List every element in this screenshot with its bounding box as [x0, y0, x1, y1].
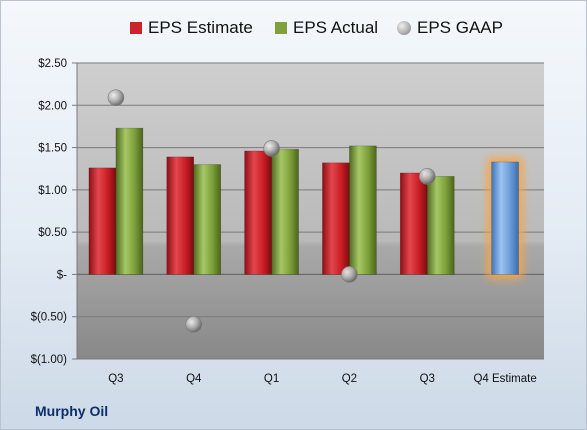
- legend-gaap-marker: [397, 21, 411, 35]
- bar-eps-actual: [115, 127, 144, 275]
- legend-eps-estimate: EPS Estimate: [130, 18, 253, 38]
- legend-eps-actual: EPS Actual: [275, 18, 378, 38]
- marker-eps-gaap: [107, 89, 125, 106]
- x-tick-label: Q1: [264, 373, 279, 385]
- legend-actual-label: EPS Actual: [293, 18, 379, 37]
- x-tick-label: Q3: [420, 373, 435, 385]
- marker-eps-gaap: [185, 316, 203, 333]
- bar-eps-actual: [349, 145, 377, 275]
- legend-gaap-label: EPS GAAP: [417, 18, 503, 37]
- y-tick-label: $1.50: [38, 143, 67, 155]
- y-tick-label: $0.50: [38, 227, 67, 239]
- bar-eps-actual: [193, 164, 222, 275]
- company-name: Murphy Oil: [35, 403, 109, 419]
- y-tick-label: $2.00: [38, 100, 67, 112]
- bar-eps-estimate: [399, 172, 428, 275]
- plot-area: [77, 63, 544, 359]
- legend-estimate-swatch: [130, 22, 142, 34]
- eps-chart: $2.50 $2.00 $1.50 $1.00 $0.50 $- $(0.50) $(1.00…: [31, 58, 544, 385]
- legend-actual-swatch: [275, 22, 287, 34]
- bar-eps-estimate: [166, 156, 195, 275]
- x-tick-label: Q3: [108, 373, 123, 385]
- y-tick-label: $(0.50): [31, 312, 68, 324]
- marker-eps-gaap: [341, 266, 358, 283]
- y-tick-label: $-: [57, 269, 67, 281]
- chart-legend: EPS Estimate EPS Actual EPS GAAP: [1, 18, 586, 42]
- legend-estimate-label: EPS Estimate: [148, 18, 253, 37]
- y-tick-label: $2.50: [38, 58, 67, 70]
- marker-eps-gaap: [418, 168, 436, 185]
- legend-eps-gaap: EPS GAAP: [397, 18, 503, 38]
- bar-eps-estimate: [322, 162, 350, 275]
- y-tick-label: $(1.00): [31, 354, 68, 366]
- y-tick-label: $1.00: [38, 185, 67, 197]
- bar-eps-estimate: [244, 150, 272, 275]
- bar-q4-estimate: [491, 161, 519, 275]
- x-tick-label: Q4 Estimate: [473, 373, 536, 385]
- x-tick-label: Q4: [186, 373, 202, 385]
- x-tick-label: Q2: [342, 373, 357, 385]
- bar-eps-estimate: [88, 167, 117, 275]
- bar-eps-actual: [426, 176, 455, 275]
- marker-eps-gaap: [263, 140, 280, 157]
- bar-eps-actual: [271, 148, 299, 275]
